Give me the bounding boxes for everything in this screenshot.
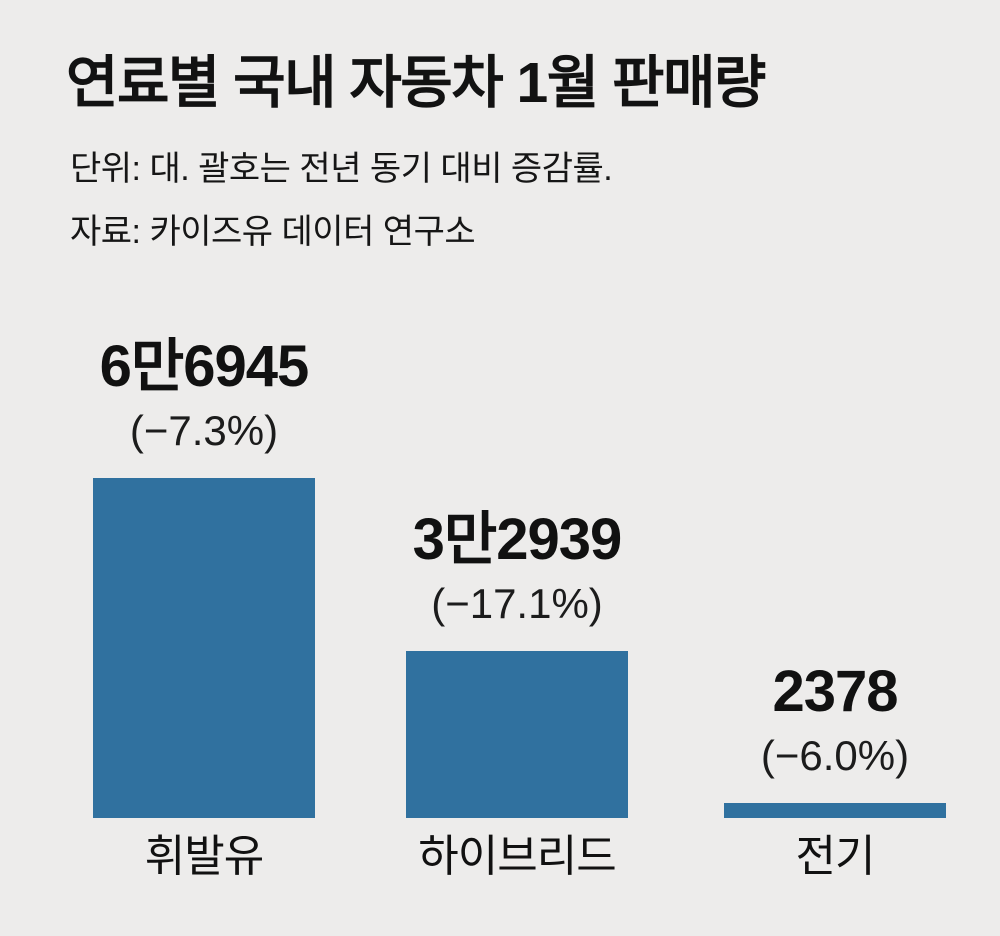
bar-change-gasoline: (−7.3%) — [129, 407, 279, 454]
bar-group-hybrid: 3만2939 (−17.1%) — [367, 0, 667, 818]
bar-value-hybrid: 3만2939 — [412, 507, 623, 572]
bar-value-gasoline: 6만6945 — [99, 334, 310, 399]
bar-value-electric: 2378 — [772, 659, 898, 724]
chart-unit-note: 단위: 대. 괄호는 전년 동기 대비 증감률. — [70, 150, 613, 188]
bar-gasoline — [93, 478, 315, 818]
chart-source-note: 자료: 카이즈유 데이터 연구소 — [70, 213, 476, 251]
bar-change-electric: (−6.0%) — [760, 732, 910, 779]
chart-title: 연료별 국내 자동차 1월 판매량 — [66, 51, 766, 115]
bar-group-gasoline: 6만6945 (−7.3%) — [54, 0, 354, 818]
category-label-electric: 전기 — [795, 832, 876, 881]
bar-group-electric: 2378 (−6.0%) — [685, 0, 985, 818]
category-label-hybrid: 하이브리드 — [418, 832, 616, 881]
category-label-gasoline: 휘발유 — [144, 832, 264, 881]
bar-change-hybrid: (−17.1%) — [431, 580, 603, 627]
bar-hybrid — [406, 651, 628, 818]
bar-electric — [724, 803, 946, 818]
